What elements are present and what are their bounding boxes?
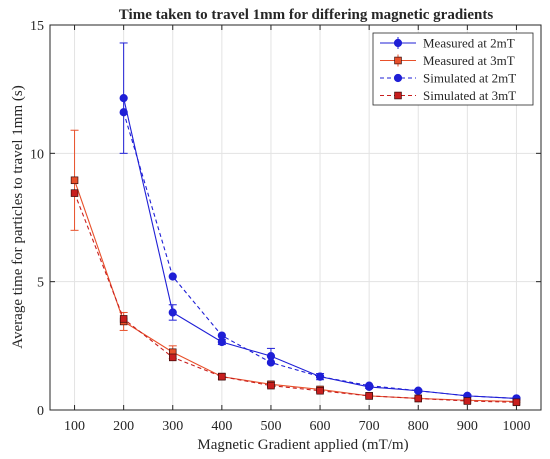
data-point-simulated-at-3mt <box>267 381 275 390</box>
data-point-simulated-at-2mt <box>119 108 128 117</box>
legend-item-measured-at-2mt: Measured at 2mT <box>380 36 515 51</box>
legend-marker <box>394 91 402 100</box>
legend-marker <box>393 73 403 83</box>
tick-layer: 100 200 300 400 500 600 700 800 900 1000 0 5 10 15 <box>30 19 541 434</box>
series-simulated-at-3mt <box>70 189 521 407</box>
data-point-simulated-at-2mt <box>315 372 325 381</box>
data-point-simulated-at-3mt <box>463 397 472 405</box>
data-point-simulated-at-3mt <box>414 394 423 403</box>
data-point-simulated-at-3mt <box>365 392 373 400</box>
x-tick-label: 700 <box>359 419 380 434</box>
x-tick-label: 100 <box>64 419 85 434</box>
y-tick-label: 10 <box>30 147 44 162</box>
y-axis-label: Average time for particles to travel 1mm… <box>10 85 26 348</box>
data-point-simulated-at-3mt <box>316 387 324 395</box>
series-line-simulated-at-3mt <box>74 192 517 403</box>
x-tick-label: 400 <box>211 419 232 434</box>
legend-item-measured-at-3mt: Measured at 3mT <box>380 53 515 68</box>
y-tick-label: 15 <box>30 19 44 34</box>
legend-marker <box>394 56 402 65</box>
data-point-simulated-at-3mt <box>218 372 226 381</box>
data-point-simulated-at-2mt <box>365 381 374 390</box>
x-axis-label: Magnetic Gradient applied (mT/m) <box>197 437 408 453</box>
series-simulated-at-2mt <box>119 108 521 403</box>
x-tick-label: 500 <box>260 419 281 434</box>
data-point-simulated-at-3mt <box>169 353 177 362</box>
y-tick-label: 0 <box>37 404 44 419</box>
legend-marker <box>393 38 403 48</box>
data-point-simulated-at-2mt <box>217 331 226 340</box>
x-tick-label: 600 <box>310 419 331 434</box>
x-tick-label: 800 <box>408 419 429 434</box>
x-tick-label: 300 <box>162 419 183 434</box>
x-tick-label: 900 <box>457 419 478 434</box>
legend: Measured at 2mT Measured at 3mT Simulated … <box>372 32 534 106</box>
chart-title: Time taken to travel 1mm for differing m… <box>119 7 494 23</box>
data-point-measured-at-2mt <box>119 94 128 103</box>
series-layer <box>70 42 521 407</box>
data-point-simulated-at-2mt <box>266 358 276 367</box>
data-point-simulated-at-3mt <box>70 189 79 197</box>
data-point-simulated-at-2mt <box>168 272 177 281</box>
legend-label: Simulated at 3mT <box>423 88 516 103</box>
plot-frame <box>49 24 542 411</box>
data-point-measured-at-3mt <box>70 176 79 185</box>
legend-item-simulated-at-3mt: Simulated at 3mT <box>380 88 516 103</box>
data-point-simulated-at-2mt <box>414 386 423 395</box>
data-point-measured-at-2mt <box>168 308 177 317</box>
series-measured-at-3mt <box>70 129 521 406</box>
legend-label: Measured at 2mT <box>423 36 515 51</box>
series-line-measured-at-3mt <box>74 180 517 403</box>
legend-item-simulated-at-2mt: Simulated at 2mT <box>380 71 516 86</box>
series-line-simulated-at-2mt <box>123 112 517 399</box>
legend-label: Simulated at 2mT <box>423 71 516 86</box>
y-tick-label: 5 <box>37 276 44 291</box>
data-point-simulated-at-3mt <box>512 398 521 407</box>
x-tick-label: 200 <box>113 419 134 434</box>
x-tick-label: 1000 <box>502 419 530 434</box>
legend-label: Measured at 3mT <box>423 53 515 68</box>
data-point-simulated-at-3mt <box>119 315 128 323</box>
